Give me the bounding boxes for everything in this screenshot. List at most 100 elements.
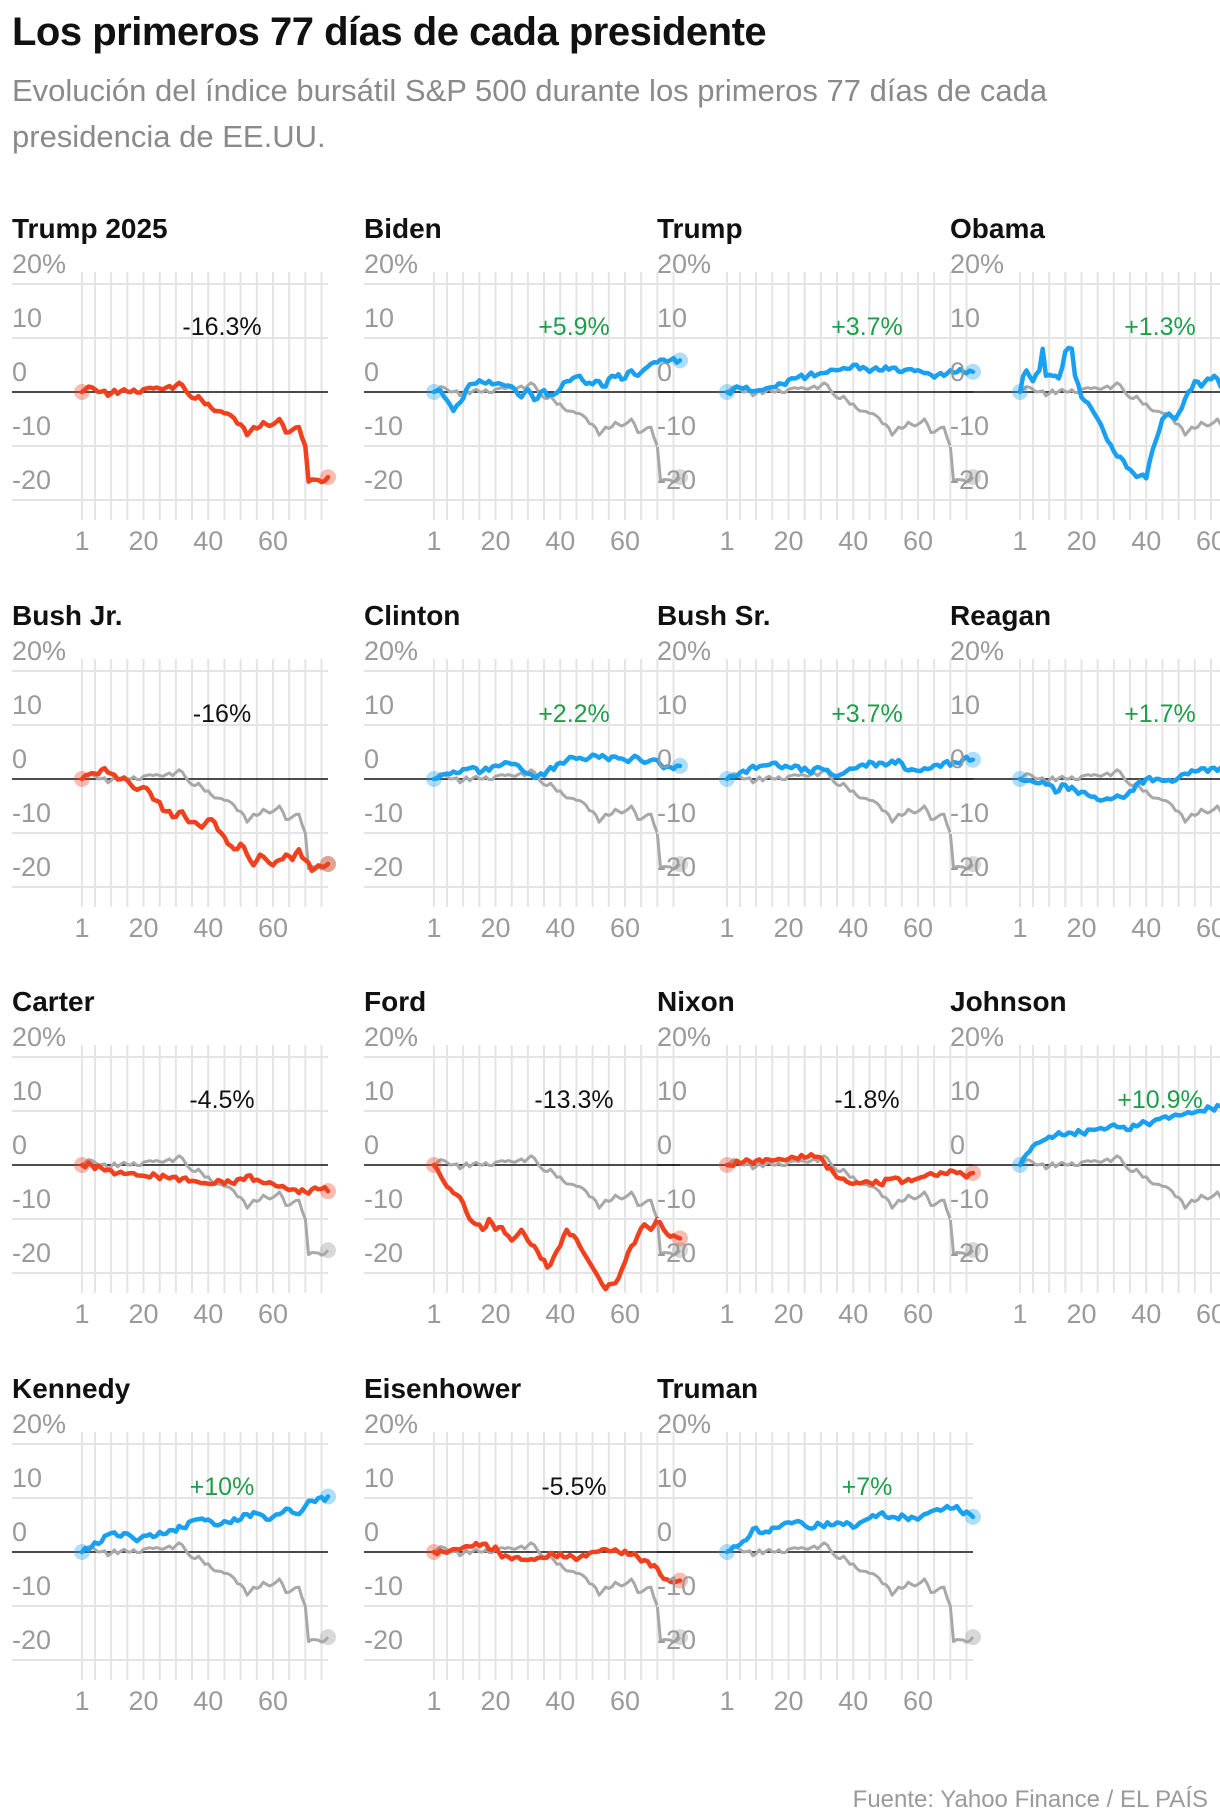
- panel-title: Biden: [364, 213, 442, 244]
- x-tick-label: 1: [1012, 1299, 1027, 1329]
- panel-title: Trump: [657, 213, 743, 244]
- x-tick-label: 1: [426, 1686, 441, 1716]
- change-label: +3.7%: [831, 313, 903, 341]
- y-tick-label: -20: [657, 465, 696, 495]
- series-end-dot: [965, 751, 981, 768]
- panel-obama: Obama 20% 10 0 -10 -20 1 20 40 60 +1.3%: [950, 213, 1220, 556]
- x-tick-label: 40: [545, 1299, 575, 1329]
- y-tick-label: -20: [364, 1625, 403, 1655]
- y-tick-label: -20: [657, 1625, 696, 1655]
- y-tick-label: -20: [12, 1625, 51, 1655]
- x-tick-label: 40: [838, 1299, 868, 1329]
- panel-title: Bush Sr.: [657, 600, 771, 631]
- y-tick-label: 10: [364, 1463, 394, 1493]
- panel-title: Ford: [364, 986, 426, 1017]
- y-tick-label: -10: [12, 1184, 51, 1214]
- x-tick-label: 60: [903, 526, 933, 556]
- x-tick-label: 40: [1131, 913, 1161, 943]
- reference-end-dot: [965, 469, 981, 486]
- x-tick-label: 40: [193, 1299, 223, 1329]
- y-tick-label: 20%: [950, 636, 1004, 666]
- x-tick-label: 60: [258, 913, 288, 943]
- reference-line: [81, 1541, 330, 1644]
- y-tick-label: 10: [364, 303, 394, 333]
- y-tick-label: 10: [657, 690, 687, 720]
- panel-bush-sr: Bush Sr. 20% 10 0 -10 -20 1 20 40 60 +3.7%: [657, 600, 981, 943]
- panel-clinton: Clinton 20% 10 0 -10 -20 1 20 40 60 +2.2%: [364, 600, 688, 943]
- y-tick-label: 20%: [364, 636, 418, 666]
- reference-end-dot: [965, 1242, 981, 1259]
- y-tick-label: 20%: [364, 1022, 418, 1052]
- reference-end-dot: [965, 856, 981, 873]
- x-tick-label: 60: [903, 913, 933, 943]
- x-tick-label: 40: [545, 913, 575, 943]
- series-line: [724, 362, 976, 397]
- y-tick-label: 0: [657, 1130, 672, 1160]
- change-label: -5.5%: [541, 1473, 606, 1501]
- change-label: -16%: [193, 700, 251, 728]
- y-tick-label: -10: [12, 798, 51, 828]
- series-line: [79, 380, 331, 485]
- chart-title: Los primeros 77 días de cada presidente: [12, 10, 767, 54]
- y-tick-label: 10: [950, 690, 980, 720]
- y-tick-label: 20%: [657, 636, 711, 666]
- x-tick-label: 40: [545, 526, 575, 556]
- panel-carter: Carter 20% 10 0 -10 -20 1 20 40 60 -4.5%: [12, 986, 336, 1329]
- x-tick-label: 1: [719, 913, 734, 943]
- x-tick-label: 20: [1066, 1299, 1096, 1329]
- y-tick-label: -20: [657, 1238, 696, 1268]
- panel-title: Truman: [657, 1373, 758, 1404]
- reference-line: [433, 1541, 682, 1644]
- y-tick-label: 20%: [950, 1022, 1004, 1052]
- y-tick-label: -10: [364, 1571, 403, 1601]
- y-tick-label: -10: [657, 1184, 696, 1214]
- change-label: +10.9%: [1117, 1086, 1203, 1114]
- y-tick-label: 0: [12, 1517, 27, 1547]
- x-tick-label: 20: [773, 526, 803, 556]
- y-tick-label: 0: [364, 1517, 379, 1547]
- y-tick-label: 20%: [364, 1409, 418, 1439]
- x-tick-label: 20: [773, 913, 803, 943]
- x-tick-label: 1: [74, 526, 89, 556]
- panel-johnson: Johnson 20% 10 0 -10 -20 1 20 40 60 +10.9%: [950, 986, 1220, 1329]
- x-tick-label: 40: [545, 1686, 575, 1716]
- series-end-dot: [672, 1230, 688, 1247]
- x-tick-label: 20: [480, 1299, 510, 1329]
- series-line: [79, 1494, 331, 1555]
- panel-bush-jr: Bush Jr. 20% 10 0 -10 -20 1 20 40 60 -16%: [12, 600, 336, 943]
- x-tick-label: 1: [719, 1299, 734, 1329]
- panel-reagan: Reagan 20% 10 0 -10 -20 1 20 40 60 +1.7%: [950, 600, 1220, 943]
- y-tick-label: -20: [12, 1238, 51, 1268]
- panel-title: Eisenhower: [364, 1373, 521, 1404]
- reference-line: [726, 1541, 975, 1644]
- reference-end-dot: [320, 1629, 336, 1646]
- y-tick-label: -20: [950, 852, 989, 882]
- x-tick-label: 20: [773, 1299, 803, 1329]
- reference-line: [1019, 768, 1220, 824]
- series-line: [724, 1503, 976, 1555]
- y-tick-label: 10: [364, 690, 394, 720]
- reference-line: [726, 381, 975, 484]
- series-line: [79, 1160, 331, 1196]
- x-tick-label: 1: [74, 1686, 89, 1716]
- series-line: [431, 355, 683, 414]
- x-tick-label: 1: [74, 913, 89, 943]
- y-tick-label: 0: [364, 1130, 379, 1160]
- x-tick-label: 60: [258, 526, 288, 556]
- y-tick-label: 10: [950, 303, 980, 333]
- reference-line: [433, 1154, 682, 1257]
- x-tick-label: 1: [426, 913, 441, 943]
- x-tick-label: 60: [1196, 1299, 1220, 1329]
- y-tick-label: 20%: [657, 249, 711, 279]
- series-line: [431, 752, 683, 782]
- y-tick-label: -10: [657, 798, 696, 828]
- y-tick-label: -10: [364, 1184, 403, 1214]
- series-end-dot: [965, 363, 981, 380]
- y-tick-label: 0: [950, 744, 965, 774]
- change-label: +1.7%: [1124, 700, 1196, 728]
- panel-trump: Trump 20% 10 0 -10 -20 1 20 40 60 +3.7%: [657, 213, 981, 556]
- x-tick-label: 60: [1196, 526, 1220, 556]
- x-tick-label: 20: [128, 913, 158, 943]
- x-tick-label: 60: [258, 1299, 288, 1329]
